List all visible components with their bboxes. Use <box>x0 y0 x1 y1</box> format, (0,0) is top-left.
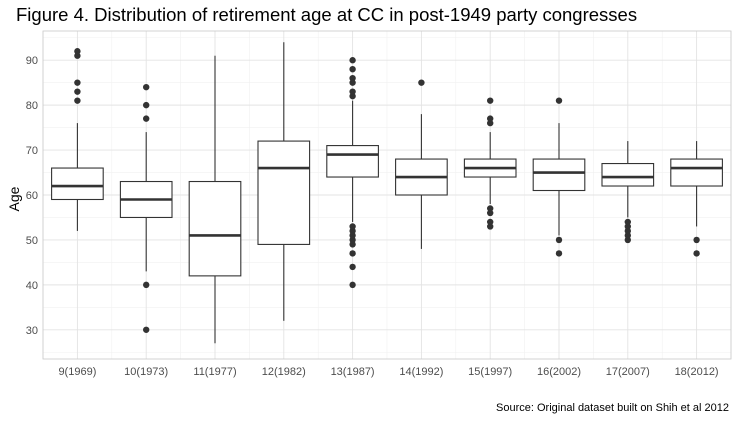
outlier-point <box>487 218 494 226</box>
outlier-point <box>487 205 494 212</box>
x-tick-label: 16(2002) <box>537 366 581 378</box>
box-body <box>670 158 723 187</box>
grid-layer <box>42 30 732 360</box>
box-body <box>188 180 242 277</box>
outlier-point <box>555 236 563 244</box>
outlier-point <box>624 227 631 235</box>
outlier-point <box>555 97 563 104</box>
outlier-point <box>624 232 631 239</box>
outlier-point <box>624 218 631 226</box>
x-tick-label: 12(1982) <box>262 366 306 378</box>
chart-caption: Source: Original dataset built on Shih e… <box>496 402 729 414</box>
x-tick-label: 11(1977) <box>193 366 236 378</box>
x-axis: 9(1969) 10(1973) 11(1977) 12(1982) 13(1987) 1… <box>58 366 718 378</box>
x-tick-label: 9(1969) <box>58 366 96 378</box>
x-tick-label: 15(1997) <box>468 366 512 378</box>
outlier-point <box>693 250 700 257</box>
box-layer <box>51 42 723 344</box>
box-group <box>601 141 655 244</box>
outlier-point <box>349 232 356 239</box>
outlier-point <box>418 79 425 86</box>
outlier-point <box>487 115 494 122</box>
x-tick-label: 10(1973) <box>124 366 168 378</box>
outlier-point <box>624 223 631 230</box>
outlier-point <box>143 83 150 91</box>
y-axis: 30 40 50 60 70 80 90 <box>26 55 38 337</box>
y-tick-label: 70 <box>26 145 38 157</box>
outlier-point <box>74 88 81 95</box>
outlier-point <box>74 97 81 104</box>
box-body <box>326 145 379 178</box>
outlier-point <box>349 250 356 257</box>
outlier-point <box>349 79 356 86</box>
outlier-point <box>349 241 356 248</box>
outlier-point <box>487 209 494 217</box>
x-tick-label: 17(2007) <box>606 366 650 378</box>
outlier-point <box>143 326 150 333</box>
box-group <box>257 42 311 321</box>
outlier-point <box>143 101 150 109</box>
box-body <box>51 167 104 201</box>
box-group <box>188 55 242 344</box>
x-tick-label: 13(1987) <box>331 366 375 378</box>
outlier-point <box>349 227 356 235</box>
box-group <box>395 79 448 249</box>
y-tick-label: 40 <box>26 280 38 292</box>
outlier-point <box>624 236 631 244</box>
outlier-point <box>349 92 356 100</box>
box-group <box>532 97 586 257</box>
outlier-point <box>349 263 356 271</box>
outlier-point <box>74 48 81 55</box>
panel-border <box>42 30 732 360</box>
outlier-point <box>349 223 356 230</box>
box-group <box>670 141 723 257</box>
outlier-point <box>555 250 563 257</box>
outlier-point <box>487 97 494 104</box>
outlier-point <box>487 119 494 127</box>
y-tick-label: 30 <box>26 325 38 337</box>
box-body <box>601 162 655 187</box>
box-group <box>51 48 104 231</box>
y-tick-label: 50 <box>26 235 38 247</box>
outlier-point <box>349 281 356 289</box>
box-group <box>463 97 517 230</box>
outlier-point <box>349 57 356 64</box>
y-axis-title: Age <box>6 186 22 211</box>
x-tick-label: 18(2012) <box>675 366 719 378</box>
box-body <box>257 140 311 245</box>
outlier-point <box>349 65 356 73</box>
box-group <box>119 83 173 333</box>
box-body <box>532 158 586 192</box>
outlier-point <box>74 79 81 86</box>
outlier-point <box>143 115 150 122</box>
outlier-point <box>487 223 494 230</box>
x-tick-label: 14(1992) <box>399 366 443 378</box>
box-group <box>326 57 379 289</box>
outlier-point <box>349 236 356 244</box>
outlier-point <box>143 281 150 289</box>
chart-title: Figure 4. Distribution of retirement age… <box>16 4 638 25</box>
outlier-point <box>349 88 356 95</box>
outlier-point <box>74 52 81 59</box>
outlier-point <box>349 74 356 82</box>
y-tick-label: 90 <box>26 55 38 67</box>
y-tick-label: 80 <box>26 100 38 112</box>
outlier-point <box>693 236 700 244</box>
y-tick-label: 60 <box>26 190 38 202</box>
